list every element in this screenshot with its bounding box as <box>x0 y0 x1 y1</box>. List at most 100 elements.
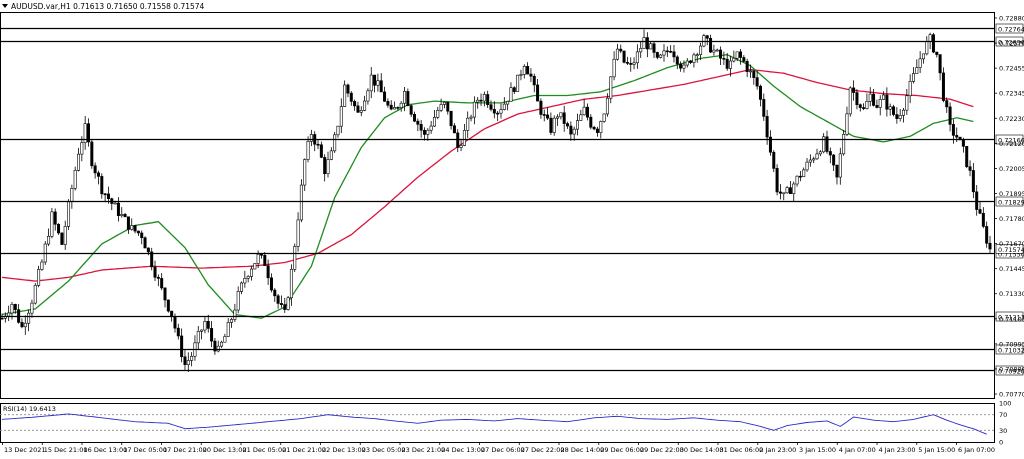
price-tick-label: 0.72345 <box>999 90 1024 98</box>
candle-body <box>77 153 81 171</box>
candle-body <box>865 101 869 109</box>
candle-body <box>196 331 200 344</box>
price-tick-label: 0.70770 <box>999 391 1024 399</box>
candle-body <box>230 319 234 323</box>
candle-body <box>595 128 599 133</box>
candle-body <box>153 266 157 278</box>
candle-body <box>163 287 167 301</box>
candle-body <box>419 124 423 131</box>
level-label: 0.72764 <box>998 26 1024 34</box>
candle-body <box>655 52 659 58</box>
price-tick-label: 0.72230 <box>999 115 1024 123</box>
rsi-line <box>1 413 987 435</box>
candle-body <box>73 169 77 189</box>
candle-body <box>635 51 639 64</box>
candle-body <box>682 64 686 69</box>
candle-body <box>902 109 906 116</box>
level-tag <box>995 23 1024 34</box>
candle-body <box>30 302 34 314</box>
candle-body <box>206 321 210 329</box>
candle-body <box>569 125 573 135</box>
candle-body <box>615 48 619 60</box>
candle-body <box>306 141 310 160</box>
time-tick-label: 17 Dec 05:00 <box>123 446 167 454</box>
candle-body <box>895 114 899 119</box>
candle-body <box>60 232 64 245</box>
triangle-down-icon[interactable] <box>2 4 8 8</box>
candle-body <box>862 107 866 109</box>
candle-body <box>403 91 407 104</box>
candle-body <box>629 63 633 65</box>
candle-body <box>739 51 743 58</box>
time-tick-label: 28 Dec 14:00 <box>561 446 605 454</box>
candle-body <box>140 232 144 238</box>
candle-body <box>685 60 689 66</box>
candle-body <box>366 90 370 102</box>
level-tag <box>995 36 1024 47</box>
candle-body <box>516 74 520 92</box>
price-tick-label: 0.72005 <box>999 165 1024 173</box>
candle-body <box>373 74 377 86</box>
candle-body <box>293 246 297 270</box>
chart-header: AUDUSD.var,H1 0.71613 0.71650 0.71558 0.… <box>2 2 205 11</box>
candle-body <box>509 87 513 102</box>
candle-body <box>146 247 150 253</box>
candle-body <box>788 187 792 194</box>
candle-body <box>576 120 580 130</box>
time-tick-label: 24 Dec 13:00 <box>441 446 485 454</box>
candle-body <box>928 34 932 42</box>
candle-body <box>892 106 896 115</box>
candle-body <box>951 124 955 136</box>
candle-body <box>885 94 889 110</box>
candle-body <box>50 211 54 237</box>
candle-body <box>572 128 576 135</box>
current-price-label: 0.71574 <box>998 246 1024 254</box>
candle-body <box>825 136 829 152</box>
candle-body <box>669 50 673 53</box>
candle-body <box>7 312 11 317</box>
candle-body <box>283 304 287 310</box>
candle-body <box>729 60 733 69</box>
candle-body <box>353 101 357 107</box>
candle-body <box>735 51 739 59</box>
candle-body <box>482 94 486 102</box>
time-tick-label: 17 Dec 21:00 <box>163 446 207 454</box>
candle-body <box>349 92 353 102</box>
candle-body <box>549 117 553 133</box>
candle-body <box>103 193 107 196</box>
candle-body <box>269 277 273 291</box>
candle-body <box>935 51 939 55</box>
price-tick-label: 0.71895 <box>999 190 1024 198</box>
candle-body <box>106 193 110 199</box>
candle-body <box>180 335 184 358</box>
candle-body <box>552 117 556 133</box>
candle-body <box>672 51 676 58</box>
candle-body <box>96 172 100 177</box>
candle-body <box>216 345 220 352</box>
candle-body <box>492 109 496 114</box>
candle-body <box>273 289 277 297</box>
candle-body <box>745 61 749 72</box>
candle-body <box>363 100 367 111</box>
candle-body <box>183 356 187 365</box>
candle-body <box>259 253 263 256</box>
candle-body <box>412 114 416 122</box>
price-tick-label: 0.72120 <box>999 140 1024 148</box>
candle-body <box>86 123 90 143</box>
candle-body <box>63 226 67 245</box>
candle-body <box>805 161 809 171</box>
candle-body <box>393 107 397 110</box>
candle-body <box>449 110 453 127</box>
candle-body <box>639 48 643 53</box>
candle-body <box>156 276 160 279</box>
candle-body <box>858 104 862 108</box>
candle-body <box>539 100 543 115</box>
current-price-tag <box>995 243 1024 254</box>
candle-body <box>346 84 350 94</box>
candle-body <box>472 101 476 118</box>
time-tick-label: 6 Jan 07:00 <box>958 446 995 454</box>
level-label: 0.72696 <box>998 39 1024 47</box>
candle-body <box>406 91 410 106</box>
time-tick-label: 30 Dec 14:00 <box>680 446 724 454</box>
candle-body <box>83 123 87 143</box>
